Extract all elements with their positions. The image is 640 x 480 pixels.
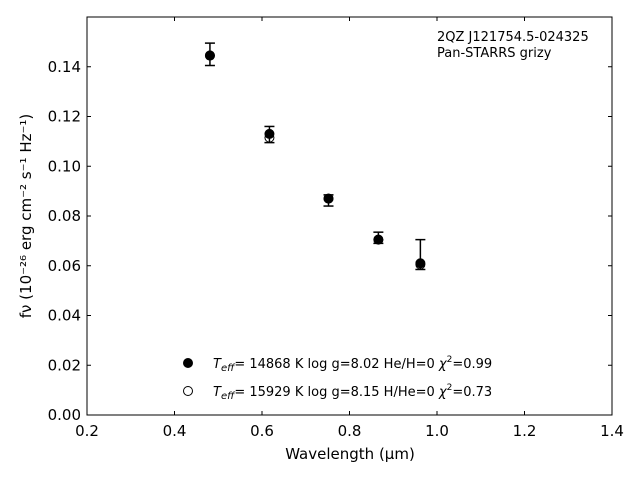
x-tick-label: 1.0 [425,422,449,440]
y-tick-label: 0.04 [48,307,81,325]
legend-marker-open [183,386,193,396]
axes: 0.2 0.4 0.6 0.8 1.0 1.2 1.4 0.00 0.02 0.04 0.06 0.0… [48,16,624,440]
model-point-open [323,193,334,204]
legend-label: Teff= 15929 K log g=8.15 H/He=0 χ2=0.73 [213,383,492,402]
model-point-open [204,50,215,61]
model-point-open [415,259,426,270]
annotation: 2QZ J121754.5-024325 Pan-STARRS grizy [437,30,589,61]
y-tick-label: 0.14 [48,58,81,76]
y-tick-label: 0.06 [48,257,81,275]
x-tick-label: 0.8 [338,422,362,440]
y-tick-label: 0.12 [48,108,81,126]
annotation-line-2: Pan-STARRS grizy [437,46,552,61]
model-point-open [264,132,275,143]
x-tick-label: 1.4 [600,422,624,440]
model-point-filled [264,128,275,139]
y-tick-label: 0.08 [48,207,81,225]
plot-area [204,42,426,271]
model-point-open [373,234,384,245]
y-tick-label: 0.02 [48,356,81,374]
x-tick-label: 0.2 [75,422,99,440]
y-axis-title: fν (10⁻²⁶ erg cm⁻² s⁻¹ Hz⁻¹) [17,114,35,319]
legend-marker-filled [183,358,193,368]
legend: Teff= 14868 K log g=8.02 He/H=0 χ2=0.99 T… [183,355,492,402]
y-tick-label: 0.00 [48,406,81,424]
x-axis-title: Wavelength (μm) [285,445,415,463]
x-tick-label: 1.2 [513,422,537,440]
annotation-line-1: 2QZ J121754.5-024325 [437,30,589,45]
legend-label: Teff= 14868 K log g=8.02 He/H=0 χ2=0.99 [213,355,492,374]
y-tick-label: 0.10 [48,157,81,175]
x-tick-label: 0.6 [250,422,274,440]
x-tick-label: 0.4 [163,422,187,440]
